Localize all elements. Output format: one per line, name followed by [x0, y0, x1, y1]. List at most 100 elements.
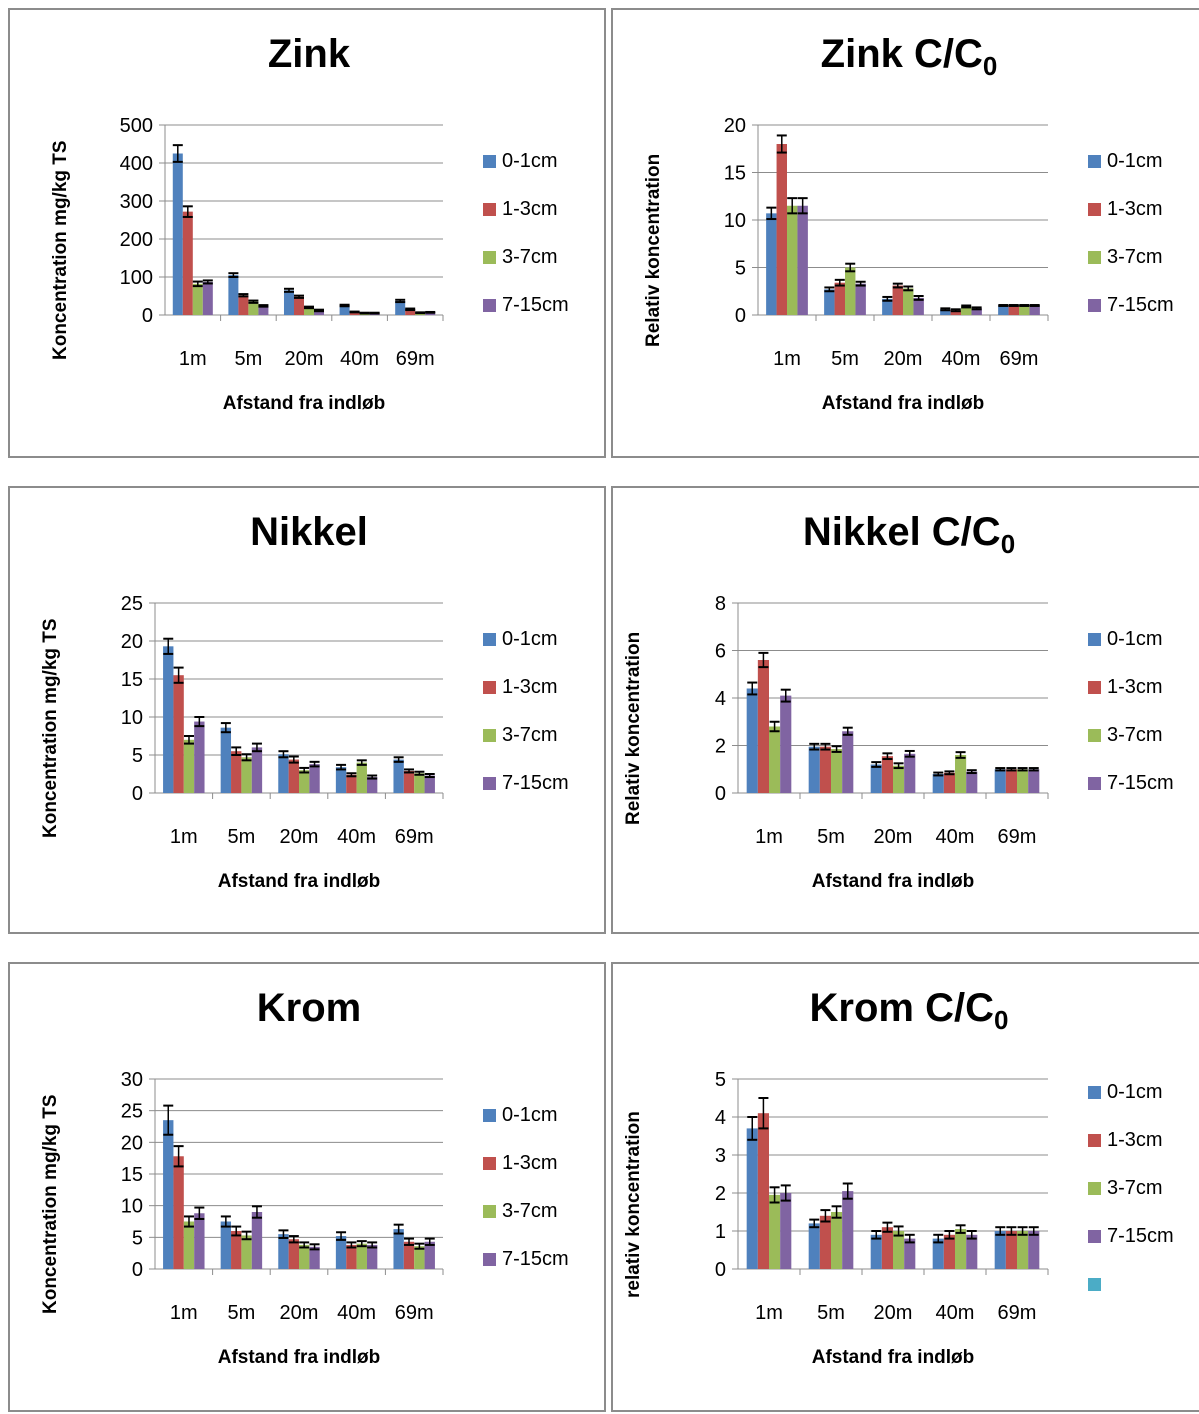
legend-item: 1-3cm — [1088, 676, 1163, 699]
bar — [961, 306, 972, 315]
bar — [1029, 305, 1040, 315]
bar — [163, 646, 174, 793]
bar — [163, 1120, 174, 1269]
bar — [293, 296, 304, 315]
y-tick-label: 10 — [121, 707, 143, 729]
bar — [904, 1238, 916, 1269]
legend-swatch — [483, 299, 496, 312]
legend-swatch — [483, 203, 496, 216]
x-tick-label: 69m — [998, 1302, 1037, 1324]
bar — [309, 1246, 320, 1269]
legend-swatch — [1088, 299, 1101, 312]
legend-item: 7-15cm — [483, 1248, 569, 1271]
legend-label: 0-1cm — [502, 628, 558, 650]
legend-label: 7-15cm — [1107, 294, 1174, 316]
legend-item: 3-7cm — [483, 1200, 558, 1223]
y-tick-label: 5 — [735, 258, 746, 280]
bar — [943, 1234, 955, 1269]
bar — [288, 1239, 299, 1269]
chart-title-subscript: 0 — [993, 1005, 1009, 1035]
bar — [881, 756, 893, 793]
bar — [971, 308, 982, 315]
bar — [994, 1231, 1006, 1269]
x-tick-label: 69m — [396, 348, 435, 370]
bar — [366, 1244, 378, 1269]
x-tick-label: 40m — [340, 348, 379, 370]
legend-label: 3-7cm — [1107, 1177, 1163, 1199]
legend-swatch — [1088, 1134, 1101, 1147]
bar — [855, 283, 866, 315]
legend-label: 0-1cm — [1107, 628, 1163, 650]
bar — [808, 746, 820, 793]
bar — [950, 310, 961, 315]
chart-title-text: Nikkel C/C — [802, 510, 1001, 554]
bar — [787, 205, 798, 315]
chromium-relative-chart: Krom C/C0 0 1 2 3 4 5 1m 5m 20m 40m 69m Afstand fra … — [611, 962, 1199, 1412]
bar — [192, 283, 203, 315]
plot-area: 0 1 2 3 4 5 1m 5m 20m 40m 69m — [715, 1069, 1049, 1324]
legend-item: 0-1cm — [483, 628, 558, 651]
bar — [881, 1227, 893, 1269]
x-tick-label: 1m — [773, 348, 801, 370]
bar — [819, 746, 831, 793]
bar — [746, 688, 758, 793]
bar — [202, 281, 213, 315]
legend-label: 3-7cm — [502, 246, 558, 268]
bar — [299, 770, 310, 793]
y-tick-label: 0 — [142, 305, 153, 327]
bar — [932, 1238, 944, 1269]
x-tick-label: 1m — [170, 826, 198, 848]
legend-item: 3-7cm — [483, 246, 558, 269]
legend-swatch — [1088, 1278, 1101, 1291]
y-tick-label: 0 — [715, 1259, 726, 1281]
y-tick-label: 4 — [715, 1107, 726, 1129]
bar — [842, 1191, 854, 1269]
bar — [231, 751, 242, 793]
chart-title: Nikkel — [10, 510, 608, 555]
bar — [182, 211, 193, 315]
bar — [903, 288, 914, 315]
bar — [913, 297, 924, 315]
legend-label: 1-3cm — [1107, 1129, 1163, 1151]
legend-label: 1-3cm — [1107, 676, 1163, 698]
bar — [172, 153, 183, 315]
bar — [278, 1234, 289, 1269]
bar — [228, 275, 239, 315]
chart-title-text: Zink C/C — [820, 32, 983, 76]
bar — [1028, 1231, 1040, 1269]
x-tick-label: 40m — [337, 826, 376, 848]
x-tick-label: 20m — [874, 826, 913, 848]
bar — [966, 771, 978, 793]
legend-label: 1-3cm — [1107, 198, 1163, 220]
legend-label: 7-15cm — [502, 294, 569, 316]
bar — [241, 1235, 252, 1269]
y-tick-label: 10 — [121, 1196, 143, 1218]
y-tick-label: 15 — [121, 669, 143, 691]
x-tick-label: 69m — [998, 826, 1037, 848]
y-tick-label: 15 — [121, 1164, 143, 1186]
x-tick-label: 20m — [280, 826, 319, 848]
legend-swatch — [483, 1109, 496, 1122]
legend-item: 7-15cm — [1088, 294, 1174, 317]
bar — [314, 310, 325, 315]
bar — [251, 747, 263, 793]
legend-item: 7-15cm — [483, 294, 569, 317]
x-tick-label: 1m — [755, 826, 783, 848]
x-tick-label: 5m — [831, 348, 859, 370]
bar — [356, 1243, 367, 1269]
bar — [395, 300, 406, 315]
y-tick-label: 5 — [715, 1069, 726, 1091]
bar — [393, 1229, 404, 1269]
bar — [940, 309, 951, 315]
y-tick-label: 25 — [121, 1101, 143, 1123]
bar — [1008, 305, 1019, 315]
bar — [893, 1231, 905, 1269]
bar — [870, 1234, 882, 1269]
bar — [870, 764, 882, 793]
bar — [424, 775, 435, 793]
bar — [393, 759, 404, 793]
bar — [183, 1221, 195, 1269]
legend-swatch — [1088, 777, 1101, 790]
legend-label: 1-3cm — [502, 676, 558, 698]
y-tick-label: 2 — [715, 1183, 726, 1205]
